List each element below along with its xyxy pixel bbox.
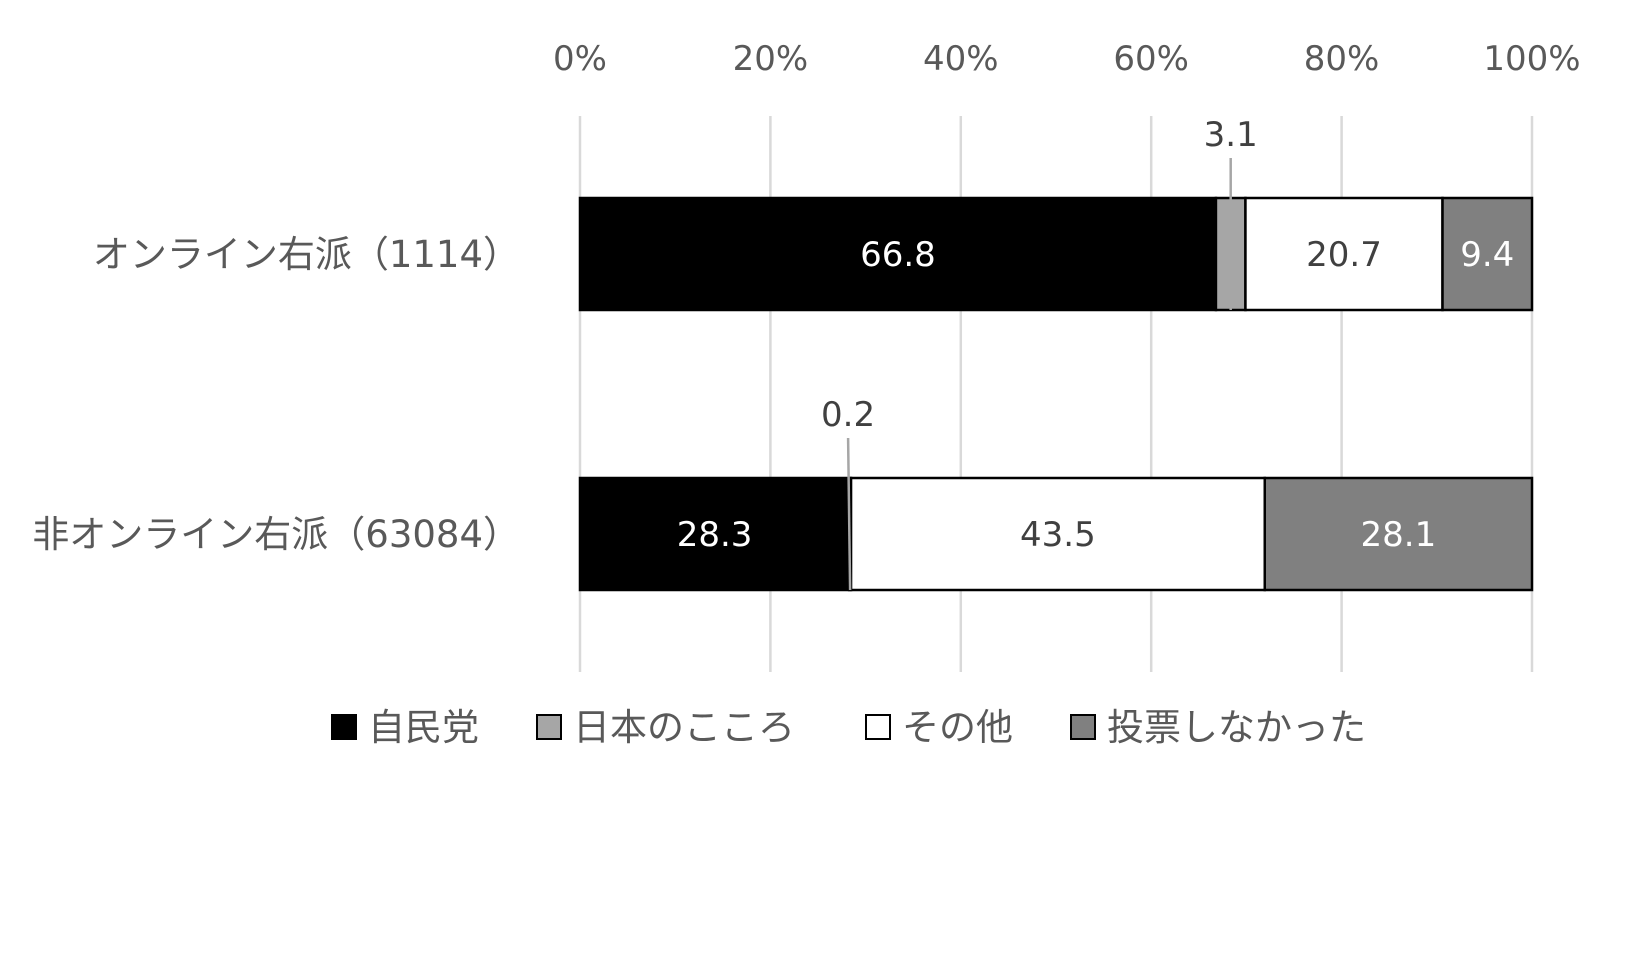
leader-line — [846, 437, 852, 591]
legend-label: 投票しなかった — [1107, 706, 1366, 749]
x-tick-label: 0% — [553, 39, 607, 79]
legend: 自民党 日本のこころ その他 投票しなかった — [331, 706, 1366, 749]
category-label: オンライン右派（1114） — [93, 233, 520, 276]
data-labels: 66.8 3.1 20.7 9.4 28.3 0.2 43.5 28.1 — [677, 115, 1514, 591]
data-label: 0.2 — [821, 395, 875, 435]
data-label: 3.1 — [1204, 115, 1258, 155]
bar-segment — [1441, 196, 1534, 312]
data-label: 28.1 — [1361, 515, 1437, 555]
legend-swatch — [536, 714, 562, 740]
legend-swatch — [1070, 714, 1096, 740]
category-label: 非オンライン右派（63084） — [32, 513, 520, 556]
x-tick-label: 100% — [1483, 39, 1580, 79]
legend-label: 自民党 — [368, 706, 479, 749]
x-tick-label: 80% — [1304, 39, 1380, 79]
data-label: 43.5 — [1020, 515, 1096, 555]
category-labels: オンライン右派（1114） 非オンライン右派（63084） — [32, 233, 520, 556]
x-tick-label: 40% — [923, 39, 999, 79]
x-tick-label: 20% — [733, 39, 809, 79]
data-label: 28.3 — [677, 515, 753, 555]
x-tick-label: 60% — [1113, 39, 1189, 79]
bar-segment — [578, 196, 1218, 312]
bars — [578, 196, 1534, 592]
legend-swatch — [865, 714, 891, 740]
bar-segment — [578, 476, 851, 592]
data-label: 66.8 — [860, 235, 936, 275]
data-label: 9.4 — [1460, 235, 1514, 275]
bar-segment — [849, 476, 1267, 592]
legend-label: その他 — [902, 706, 1013, 749]
x-axis-tick-labels: 0% 20% 40% 60% 80% 100% — [553, 39, 1581, 79]
legend-label: 日本のこころ — [573, 706, 795, 749]
data-label: 20.7 — [1306, 235, 1382, 275]
bar-segment — [1263, 476, 1534, 592]
legend-swatch — [331, 714, 357, 740]
